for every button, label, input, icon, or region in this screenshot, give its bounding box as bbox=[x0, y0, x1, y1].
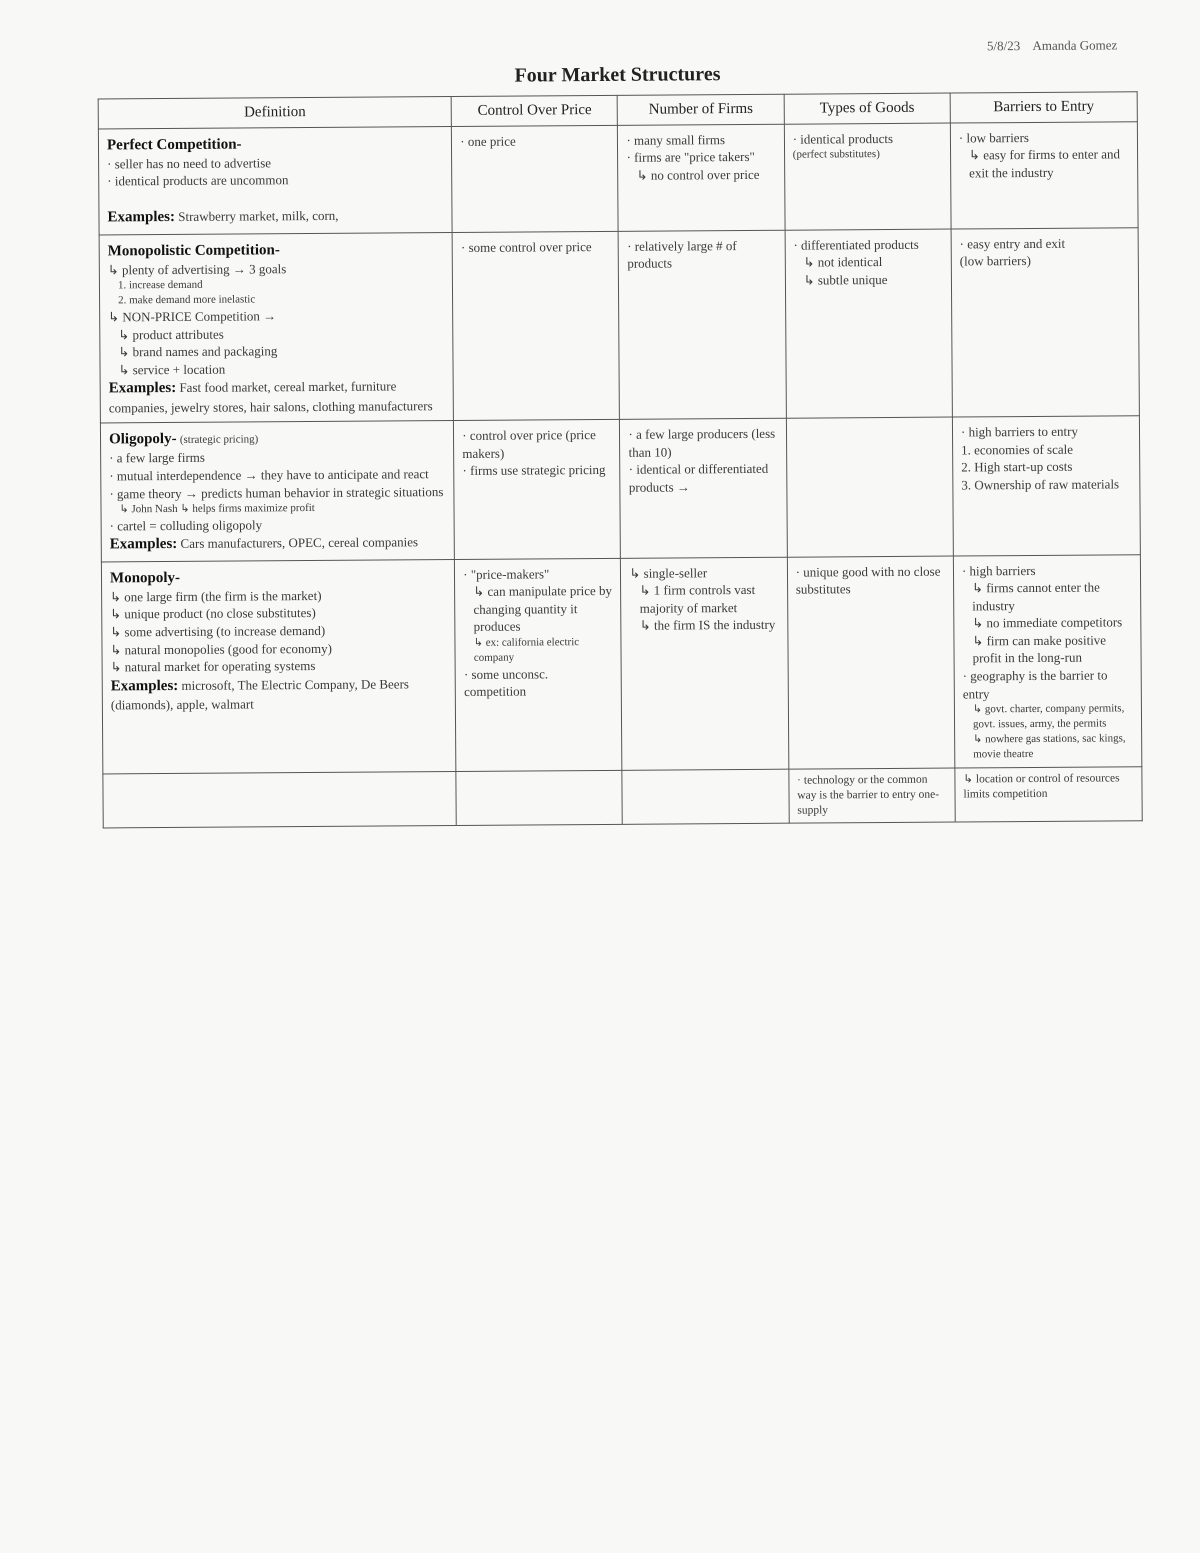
olig-barr4: 3. Ownership of raw materials bbox=[961, 475, 1131, 494]
row-oligopoly: Oligopoly- (strategic pricing) · a few l… bbox=[100, 416, 1140, 562]
olig-barr3: 2. High start-up costs bbox=[961, 458, 1131, 477]
mono-barr2: ↳ firms cannot enter the industry bbox=[972, 579, 1132, 615]
col-definition: Definition bbox=[98, 96, 451, 128]
mc-d2c: ↳ service + location bbox=[118, 359, 444, 379]
mc-d2b: ↳ brand names and packaging bbox=[118, 341, 444, 361]
mono-goods1: · unique good with no close substitutes bbox=[796, 562, 945, 598]
olig-ex-label: Examples: bbox=[110, 536, 178, 552]
pc-def2: · identical products are uncommon bbox=[107, 170, 443, 190]
page-title: Four Market Structures bbox=[97, 60, 1137, 90]
pc-firms3: ↳ no control over price bbox=[637, 165, 776, 184]
olig-d3: · game theory → predicts human behavior … bbox=[109, 483, 445, 503]
row-monopoly: Monopoly- ↳ one large firm (the firm is … bbox=[101, 554, 1141, 774]
mc-goods3: ↳ subtle unique bbox=[804, 270, 943, 289]
col-goods: Types of Goods bbox=[784, 93, 950, 124]
mono-price1: · "price-makers" bbox=[463, 565, 612, 584]
olig-price1: · control over price (price makers) bbox=[462, 426, 611, 462]
mono-barr5a: ↳ govt. charter, company permits, govt. … bbox=[973, 701, 1133, 732]
pc-barr1: · low barriers bbox=[959, 128, 1129, 147]
mono-barr1: · high barriers bbox=[962, 561, 1132, 580]
market-structures-table: Definition Control Over Price Number of … bbox=[98, 91, 1143, 829]
col-firms: Number of Firms bbox=[618, 94, 784, 125]
pc-ex: Strawberry market, milk, corn, bbox=[178, 208, 338, 224]
footer-goods: · technology or the common way is the ba… bbox=[789, 768, 956, 823]
mono-barr3: ↳ no immediate competitors bbox=[972, 614, 1132, 633]
mc-goods1: · differentiated products bbox=[793, 235, 942, 254]
pc-goods2: (perfect substitutes) bbox=[793, 147, 942, 163]
mono-ex-label: Examples: bbox=[111, 678, 179, 694]
olig-firms1: · a few large producers (less than 10) bbox=[628, 425, 777, 461]
page-header: 5/8/23 Amanda Gomez bbox=[97, 36, 1137, 61]
pc-price: · one price bbox=[460, 131, 609, 150]
olig-d2: · mutual interdependence → they have to … bbox=[109, 465, 445, 485]
olig-d0: (strategic pricing) bbox=[180, 434, 259, 447]
mono-firms1: ↳ single-seller bbox=[629, 563, 778, 582]
olig-price2: · firms use strategic pricing bbox=[462, 461, 611, 480]
mono-price3: ↳ ex: california electric company bbox=[474, 635, 613, 666]
mono-firms2: ↳ 1 firm controls vast majority of marke… bbox=[640, 581, 779, 617]
mono-label: Monopoly- bbox=[110, 566, 446, 589]
olig-label: Oligopoly- bbox=[109, 431, 177, 447]
mc-d2a: ↳ product attributes bbox=[118, 324, 444, 344]
mc-firms1: · relatively large # of products bbox=[627, 236, 776, 272]
mono-firms3: ↳ the firm IS the industry bbox=[640, 616, 779, 635]
olig-d4: · cartel = colluding oligopoly bbox=[110, 515, 446, 535]
mc-ex-label: Examples: bbox=[109, 380, 177, 396]
olig-firms2: · identical or differentiated products → bbox=[629, 460, 778, 496]
mono-d5: ↳ natural market for operating systems bbox=[111, 656, 447, 676]
mono-barr4: ↳ firm can make positive profit in the l… bbox=[972, 631, 1132, 667]
footer-barr: ↳ location or control of resources limit… bbox=[955, 767, 1142, 822]
olig-barr1: · high barriers to entry bbox=[961, 422, 1131, 441]
pc-firms1: · many small firms bbox=[626, 130, 775, 149]
row-footer-notes: · technology or the common way is the ba… bbox=[103, 767, 1142, 828]
mono-barr6: ↳ nowhere gas stations, sac kings, movie… bbox=[973, 731, 1133, 762]
student-name: Amanda Gomez bbox=[1032, 37, 1117, 53]
col-control: Control Over Price bbox=[451, 95, 617, 126]
pc-goods1: · identical products bbox=[793, 129, 942, 148]
mc-barr2: (low barriers) bbox=[960, 252, 1130, 271]
mc-goods2: ↳ not identical bbox=[803, 253, 942, 272]
row-monopolistic-competition: Monopolistic Competition- ↳ plenty of ad… bbox=[99, 227, 1139, 423]
mono-barr5: · geography is the barrier to entry bbox=[963, 666, 1133, 702]
mono-price2: ↳ can manipulate price by changing quant… bbox=[473, 582, 613, 636]
pc-label: Perfect Competition- bbox=[107, 133, 443, 156]
date: 5/8/23 bbox=[987, 38, 1020, 53]
mono-price4: · some unconsc. competition bbox=[464, 664, 613, 700]
mc-label: Monopolistic Competition- bbox=[108, 239, 444, 262]
olig-ex: Cars manufacturers, OPEC, cereal compani… bbox=[180, 535, 418, 552]
row-perfect-competition: Perfect Competition- · seller has no nee… bbox=[98, 121, 1138, 234]
mc-barr1: · easy entry and exit bbox=[960, 234, 1130, 253]
col-barriers: Barriers to Entry bbox=[950, 91, 1137, 122]
pc-firms2: · firms are "price takers" bbox=[627, 148, 776, 167]
pc-ex-label: Examples: bbox=[107, 209, 175, 225]
olig-barr2: 1. economies of scale bbox=[961, 440, 1131, 459]
pc-barr2: ↳ easy for firms to enter and exit the i… bbox=[969, 145, 1129, 181]
mc-price: · some control over price bbox=[461, 238, 610, 257]
